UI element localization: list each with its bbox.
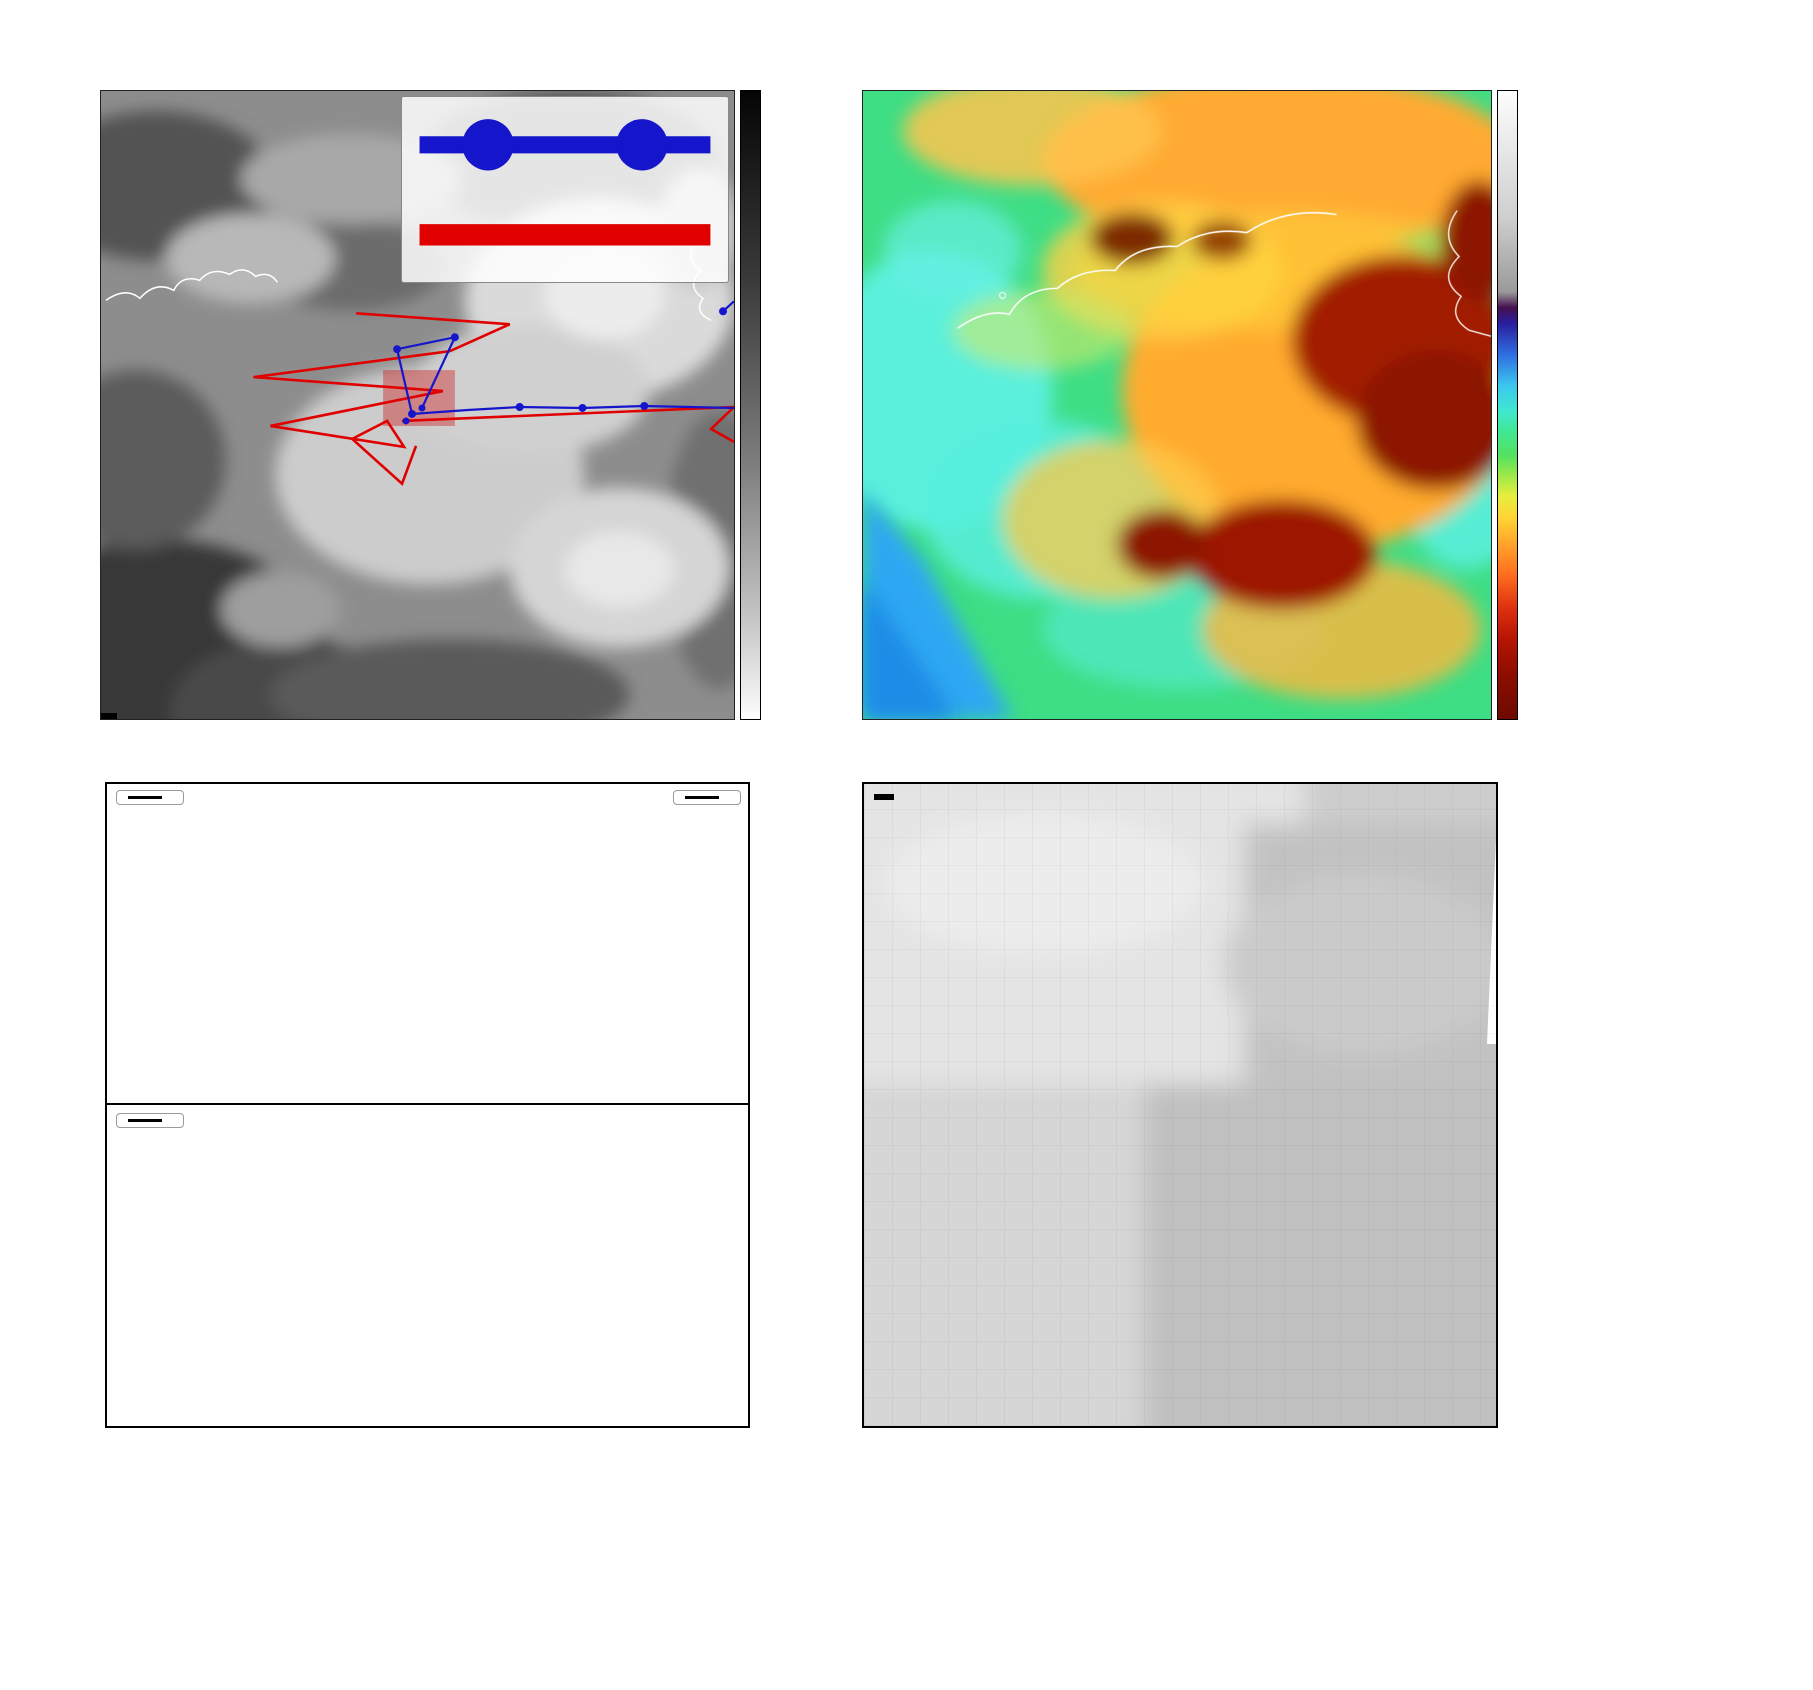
image-edge-sliver — [1487, 839, 1496, 1044]
band14-map — [100, 90, 735, 720]
tracks-legend-swatch — [419, 119, 711, 171]
floater-locater-track — [253, 311, 511, 486]
jtwc-track-points — [393, 307, 728, 425]
awv-map — [862, 90, 1492, 720]
pressure-y-axis — [748, 782, 804, 1105]
ace-legend-line — [128, 1119, 162, 1122]
ocean-region-deep — [863, 579, 958, 719]
copyright-badge — [101, 713, 117, 719]
map-legend — [401, 96, 729, 284]
wind-pressure-chart — [105, 782, 750, 1105]
ace-y-axis — [42, 1105, 105, 1428]
island-outline — [999, 291, 1007, 299]
awv-colorbar — [1497, 90, 1518, 720]
floater-legend-swatch — [419, 223, 711, 246]
awv-satellite-image — [863, 91, 1491, 719]
awv-cloud-texture — [863, 91, 1491, 700]
wmg-visible-image — [864, 784, 1496, 1426]
band14-colorbar-axis — [762, 90, 806, 720]
wind-pressure-plot-area — [107, 784, 748, 1103]
wind-legend-line — [128, 796, 162, 799]
awv-lat-axis — [814, 90, 858, 720]
pressure-legend-line — [685, 796, 719, 799]
wmg-image-panel — [862, 782, 1498, 1428]
floater-focus-box — [383, 370, 455, 426]
band14-lat-axis — [52, 90, 96, 720]
floater-locater-track-east — [401, 405, 734, 444]
storm-tracks — [253, 300, 734, 486]
pressure-legend — [673, 790, 741, 805]
wmg-count-badge — [874, 794, 894, 800]
legend-row-floater — [411, 192, 719, 278]
awv-lon-axis — [862, 723, 1492, 745]
jtwc-nhc-track — [395, 335, 734, 416]
awv-colorbar-axis — [1519, 90, 1565, 720]
ace-chart — [105, 1105, 750, 1428]
coastline — [957, 211, 1337, 329]
legend-row-tracks — [411, 102, 719, 188]
wind-y-axis — [55, 782, 105, 1105]
wmg-cloud-texture — [864, 784, 1496, 1426]
wind-legend — [116, 790, 184, 805]
coastline — [105, 269, 279, 301]
coastline-east — [1447, 210, 1491, 337]
band14-colorbar — [740, 90, 761, 720]
ace-plot-area — [107, 1105, 748, 1426]
band14-lon-axis — [100, 723, 735, 745]
ace-legend — [116, 1113, 184, 1128]
